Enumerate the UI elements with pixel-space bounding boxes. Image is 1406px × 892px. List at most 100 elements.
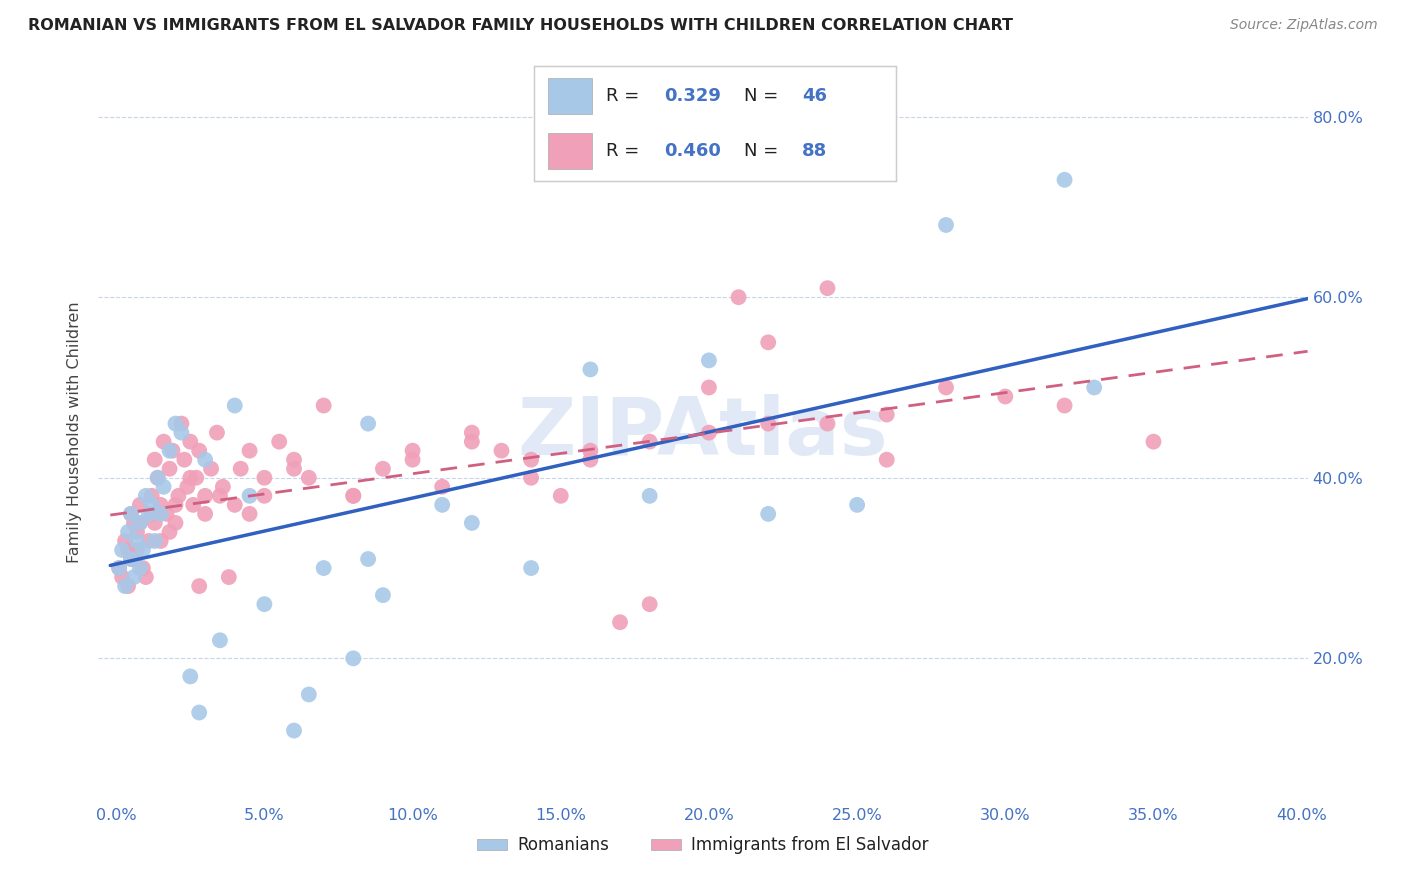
- Point: [117, 524, 139, 539]
- Point: [401, 452, 423, 467]
- Point: [188, 706, 211, 720]
- Point: [846, 498, 869, 512]
- Point: [170, 425, 193, 440]
- Point: [194, 507, 217, 521]
- Point: [283, 723, 305, 738]
- Point: [152, 480, 174, 494]
- Point: [132, 561, 155, 575]
- Point: [371, 461, 394, 475]
- Point: [638, 434, 661, 449]
- Point: [117, 543, 139, 558]
- Point: [162, 443, 184, 458]
- Point: [122, 516, 145, 530]
- Point: [200, 461, 222, 475]
- Point: [1053, 399, 1076, 413]
- Point: [165, 498, 187, 512]
- Point: [638, 489, 661, 503]
- Point: [817, 417, 839, 431]
- Point: [135, 489, 157, 503]
- Point: [224, 498, 246, 512]
- Point: [239, 489, 262, 503]
- Point: [994, 390, 1017, 404]
- Point: [146, 471, 169, 485]
- Point: [173, 452, 195, 467]
- Point: [188, 579, 211, 593]
- Point: [149, 533, 172, 548]
- Point: [146, 471, 169, 485]
- Point: [179, 669, 201, 683]
- Point: [138, 507, 160, 521]
- Point: [165, 417, 187, 431]
- Point: [371, 588, 394, 602]
- Text: ROMANIAN VS IMMIGRANTS FROM EL SALVADOR FAMILY HOUSEHOLDS WITH CHILDREN CORRELAT: ROMANIAN VS IMMIGRANTS FROM EL SALVADOR …: [28, 18, 1014, 33]
- Text: Source: ZipAtlas.com: Source: ZipAtlas.com: [1230, 18, 1378, 32]
- Point: [1083, 380, 1105, 394]
- Point: [253, 597, 276, 611]
- Point: [179, 471, 201, 485]
- Point: [638, 597, 661, 611]
- Point: [125, 524, 148, 539]
- Point: [135, 570, 157, 584]
- Point: [120, 507, 142, 521]
- Point: [283, 461, 305, 475]
- Point: [205, 425, 228, 440]
- Point: [697, 425, 720, 440]
- Point: [432, 480, 454, 494]
- Point: [159, 461, 181, 475]
- Point: [208, 489, 231, 503]
- Point: [520, 452, 543, 467]
- Point: [312, 399, 335, 413]
- Point: [935, 380, 957, 394]
- Point: [141, 507, 163, 521]
- Point: [188, 443, 211, 458]
- Point: [229, 461, 252, 475]
- Point: [129, 498, 152, 512]
- Point: [181, 498, 204, 512]
- Point: [138, 533, 160, 548]
- Point: [167, 489, 190, 503]
- Text: ZIPAtlas: ZIPAtlas: [517, 393, 889, 472]
- Point: [579, 362, 602, 376]
- Point: [727, 290, 749, 304]
- Point: [108, 561, 131, 575]
- Point: [165, 516, 187, 530]
- Point: [817, 281, 839, 295]
- Point: [312, 561, 335, 575]
- Point: [298, 688, 321, 702]
- Point: [120, 552, 142, 566]
- Point: [129, 516, 152, 530]
- Point: [269, 434, 291, 449]
- Point: [111, 570, 134, 584]
- Point: [143, 533, 166, 548]
- Point: [149, 498, 172, 512]
- Point: [143, 516, 166, 530]
- Point: [461, 516, 484, 530]
- Point: [1142, 434, 1164, 449]
- Point: [357, 552, 380, 566]
- Point: [155, 507, 177, 521]
- Point: [212, 480, 235, 494]
- Point: [520, 471, 543, 485]
- Point: [756, 335, 779, 350]
- Point: [114, 579, 136, 593]
- Legend: Romanians, Immigrants from El Salvador: Romanians, Immigrants from El Salvador: [471, 830, 935, 861]
- Point: [342, 651, 364, 665]
- Point: [1053, 173, 1076, 187]
- Point: [253, 471, 276, 485]
- Point: [239, 507, 262, 521]
- Point: [491, 443, 513, 458]
- Point: [357, 417, 380, 431]
- Point: [342, 489, 364, 503]
- Point: [111, 543, 134, 558]
- Point: [697, 380, 720, 394]
- Point: [579, 443, 602, 458]
- Point: [609, 615, 631, 630]
- Point: [159, 443, 181, 458]
- Point: [194, 489, 217, 503]
- Point: [120, 552, 142, 566]
- Point: [122, 570, 145, 584]
- Point: [239, 443, 262, 458]
- Point: [697, 353, 720, 368]
- Point: [876, 408, 898, 422]
- Point: [129, 561, 152, 575]
